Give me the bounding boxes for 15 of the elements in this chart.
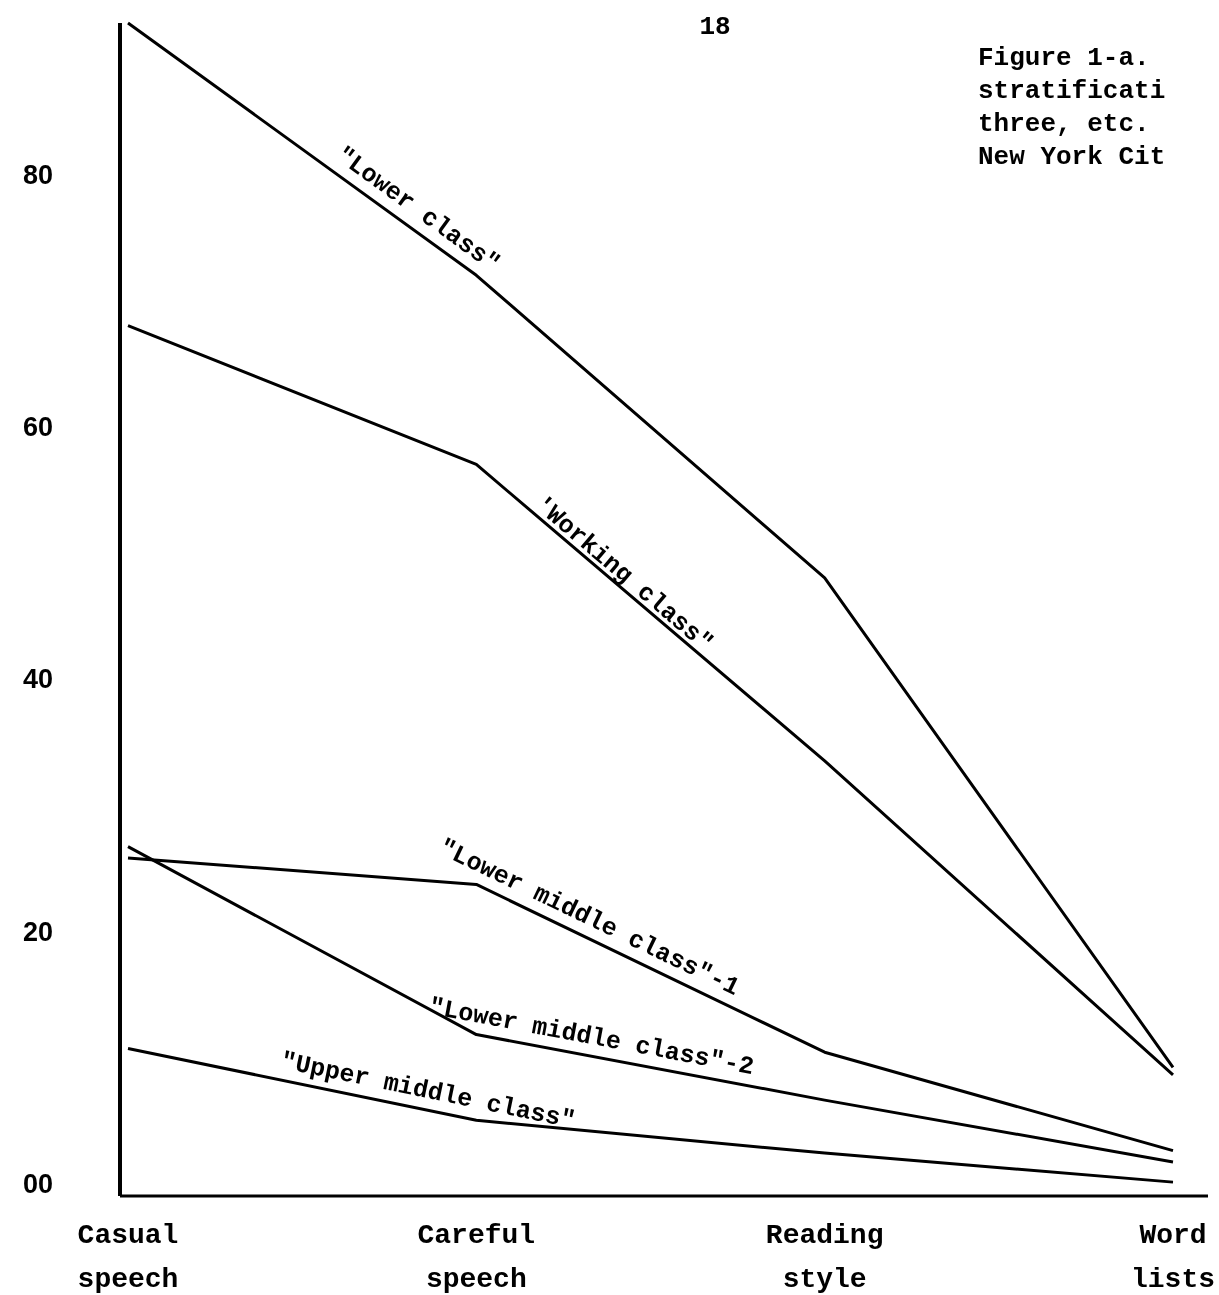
x-tick-label: Careful speech <box>417 1220 536 1295</box>
y-tick-label: 80 <box>22 159 54 190</box>
text: "Upper middle class" <box>277 1046 578 1136</box>
y-tick-label: 40 <box>22 664 54 695</box>
x-tick-label: Word lists <box>1130 1220 1216 1295</box>
annotation: New York Cit <box>978 142 1166 172</box>
y-tick-label: 60 <box>22 412 54 443</box>
annotation: stratificati <box>978 76 1166 106</box>
y-tick-label: 20 <box>22 916 54 947</box>
annotation: three, etc. <box>978 109 1150 139</box>
annotation: 18 <box>699 12 731 42</box>
x-tick-label: Casual speech <box>77 1220 179 1295</box>
x-tick-label: Reading style <box>765 1220 884 1295</box>
y-tick-label: 00 <box>22 1168 54 1199</box>
text: Figure 1-a. <box>978 43 1150 73</box>
